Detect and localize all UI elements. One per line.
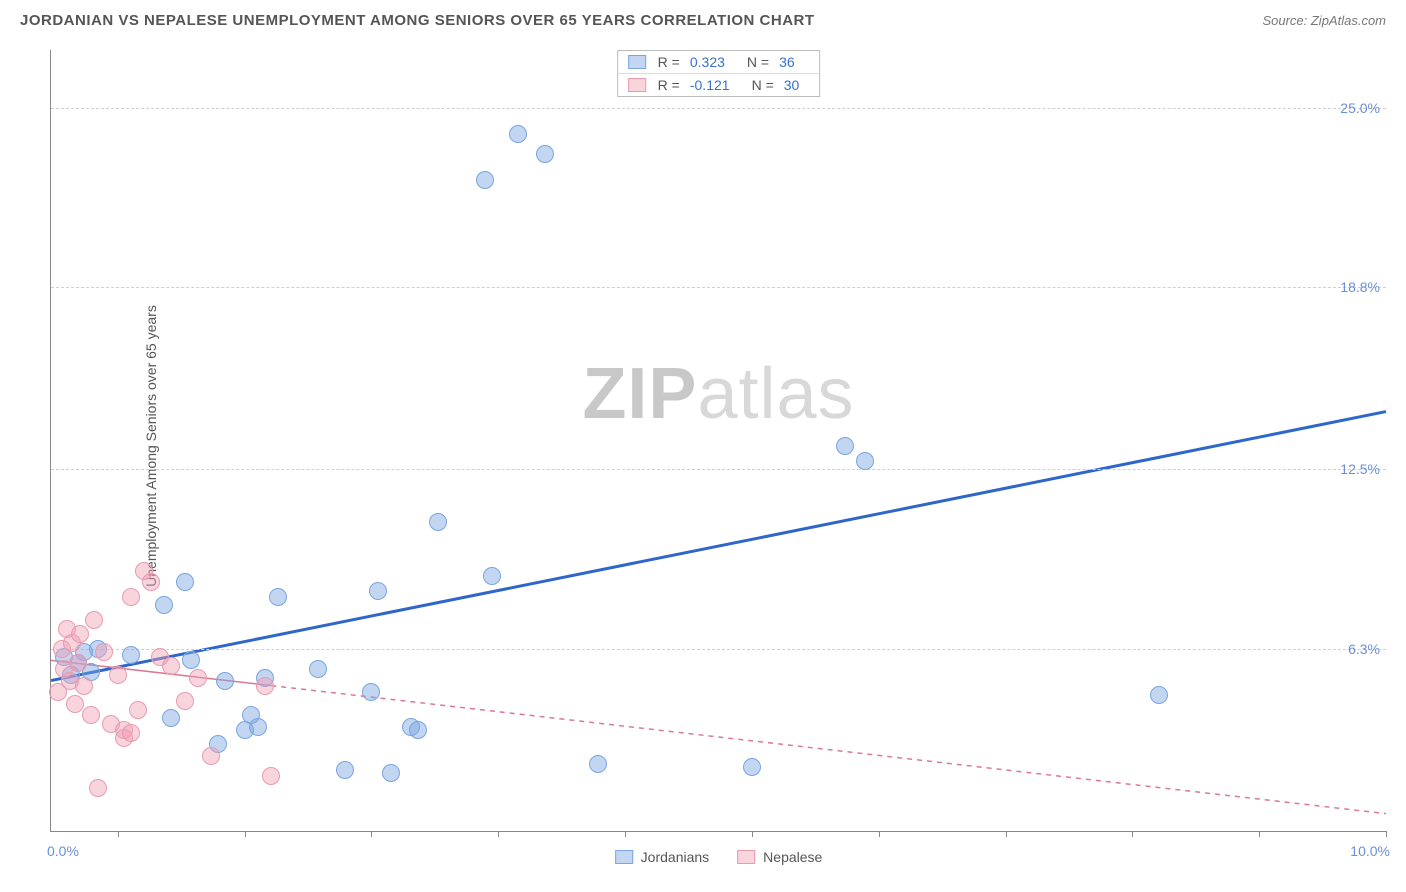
data-point xyxy=(75,677,93,695)
data-point xyxy=(122,646,140,664)
stat-r-label: R = xyxy=(658,77,680,93)
data-point xyxy=(382,764,400,782)
data-point xyxy=(109,666,127,684)
data-point xyxy=(262,767,280,785)
legend-stat-row: R = -0.121 N = 30 xyxy=(618,73,820,96)
gridline xyxy=(51,287,1386,288)
x-axis-min-label: 0.0% xyxy=(47,843,79,859)
legend-swatch xyxy=(628,55,646,69)
scatter-chart: ZIPatlas R =0.323N =36R =-0.121N =30 0.0… xyxy=(50,50,1386,832)
x-tick xyxy=(118,831,119,837)
data-point xyxy=(85,611,103,629)
legend-swatch xyxy=(615,850,633,864)
data-point xyxy=(836,437,854,455)
data-point xyxy=(309,660,327,678)
legend-label: Jordanians xyxy=(641,849,710,865)
legend-swatch xyxy=(737,850,755,864)
stat-n-value: 36 xyxy=(779,54,795,70)
stat-n-value: 30 xyxy=(784,77,800,93)
data-point xyxy=(249,718,267,736)
data-point xyxy=(66,695,84,713)
legend-stat-row: R = 0.323 N = 36 xyxy=(618,51,820,73)
gridline xyxy=(51,469,1386,470)
x-axis-max-label: 10.0% xyxy=(1350,843,1390,859)
legend-label: Nepalese xyxy=(763,849,822,865)
data-point xyxy=(69,654,87,672)
trend-line xyxy=(271,686,1386,814)
x-tick xyxy=(1132,831,1133,837)
data-point xyxy=(256,677,274,695)
data-point xyxy=(155,596,173,614)
data-point xyxy=(743,758,761,776)
stat-r-value: 0.323 xyxy=(690,54,725,70)
x-tick xyxy=(498,831,499,837)
gridline xyxy=(51,108,1386,109)
stat-r-value: -0.121 xyxy=(690,77,730,93)
correlation-legend: R = 0.323 N = 36 R = -0.121 N = 30 xyxy=(617,50,821,97)
trend-line xyxy=(51,412,1386,681)
y-tick-label: 18.8% xyxy=(1340,279,1380,295)
data-point xyxy=(82,706,100,724)
data-point xyxy=(216,672,234,690)
gridline xyxy=(51,649,1386,650)
x-tick xyxy=(245,831,246,837)
stat-n-label: N = xyxy=(752,77,774,93)
data-point xyxy=(269,588,287,606)
series-legend: Jordanians Nepalese xyxy=(615,849,823,865)
x-tick xyxy=(625,831,626,837)
data-point xyxy=(589,755,607,773)
data-point xyxy=(162,657,180,675)
data-point xyxy=(95,643,113,661)
legend-swatch xyxy=(628,78,646,92)
data-point xyxy=(142,573,160,591)
data-point xyxy=(409,721,427,739)
chart-title: JORDANIAN VS NEPALESE UNEMPLOYMENT AMONG… xyxy=(20,12,815,29)
x-tick xyxy=(371,831,372,837)
x-tick xyxy=(1259,831,1260,837)
data-point xyxy=(162,709,180,727)
data-point xyxy=(476,171,494,189)
data-point xyxy=(189,669,207,687)
data-point xyxy=(176,692,194,710)
data-point xyxy=(122,724,140,742)
legend-item: Jordanians xyxy=(615,849,710,865)
data-point xyxy=(856,452,874,470)
data-point xyxy=(129,701,147,719)
data-point xyxy=(1150,686,1168,704)
x-tick xyxy=(1006,831,1007,837)
y-tick-label: 12.5% xyxy=(1340,461,1380,477)
source-attribution: Source: ZipAtlas.com xyxy=(1262,13,1386,28)
data-point xyxy=(509,125,527,143)
data-point xyxy=(362,683,380,701)
data-point xyxy=(483,567,501,585)
x-tick xyxy=(752,831,753,837)
data-point xyxy=(536,145,554,163)
data-point xyxy=(89,779,107,797)
legend-item: Nepalese xyxy=(737,849,822,865)
y-tick-label: 25.0% xyxy=(1340,100,1380,116)
data-point xyxy=(122,588,140,606)
x-tick xyxy=(879,831,880,837)
stat-r-label: R = xyxy=(658,54,680,70)
data-point xyxy=(369,582,387,600)
data-point xyxy=(336,761,354,779)
data-point xyxy=(176,573,194,591)
data-point xyxy=(202,747,220,765)
data-point xyxy=(182,651,200,669)
x-tick xyxy=(1386,831,1387,837)
y-tick-label: 6.3% xyxy=(1348,641,1380,657)
data-point xyxy=(71,625,89,643)
data-point xyxy=(429,513,447,531)
stat-n-label: N = xyxy=(747,54,769,70)
